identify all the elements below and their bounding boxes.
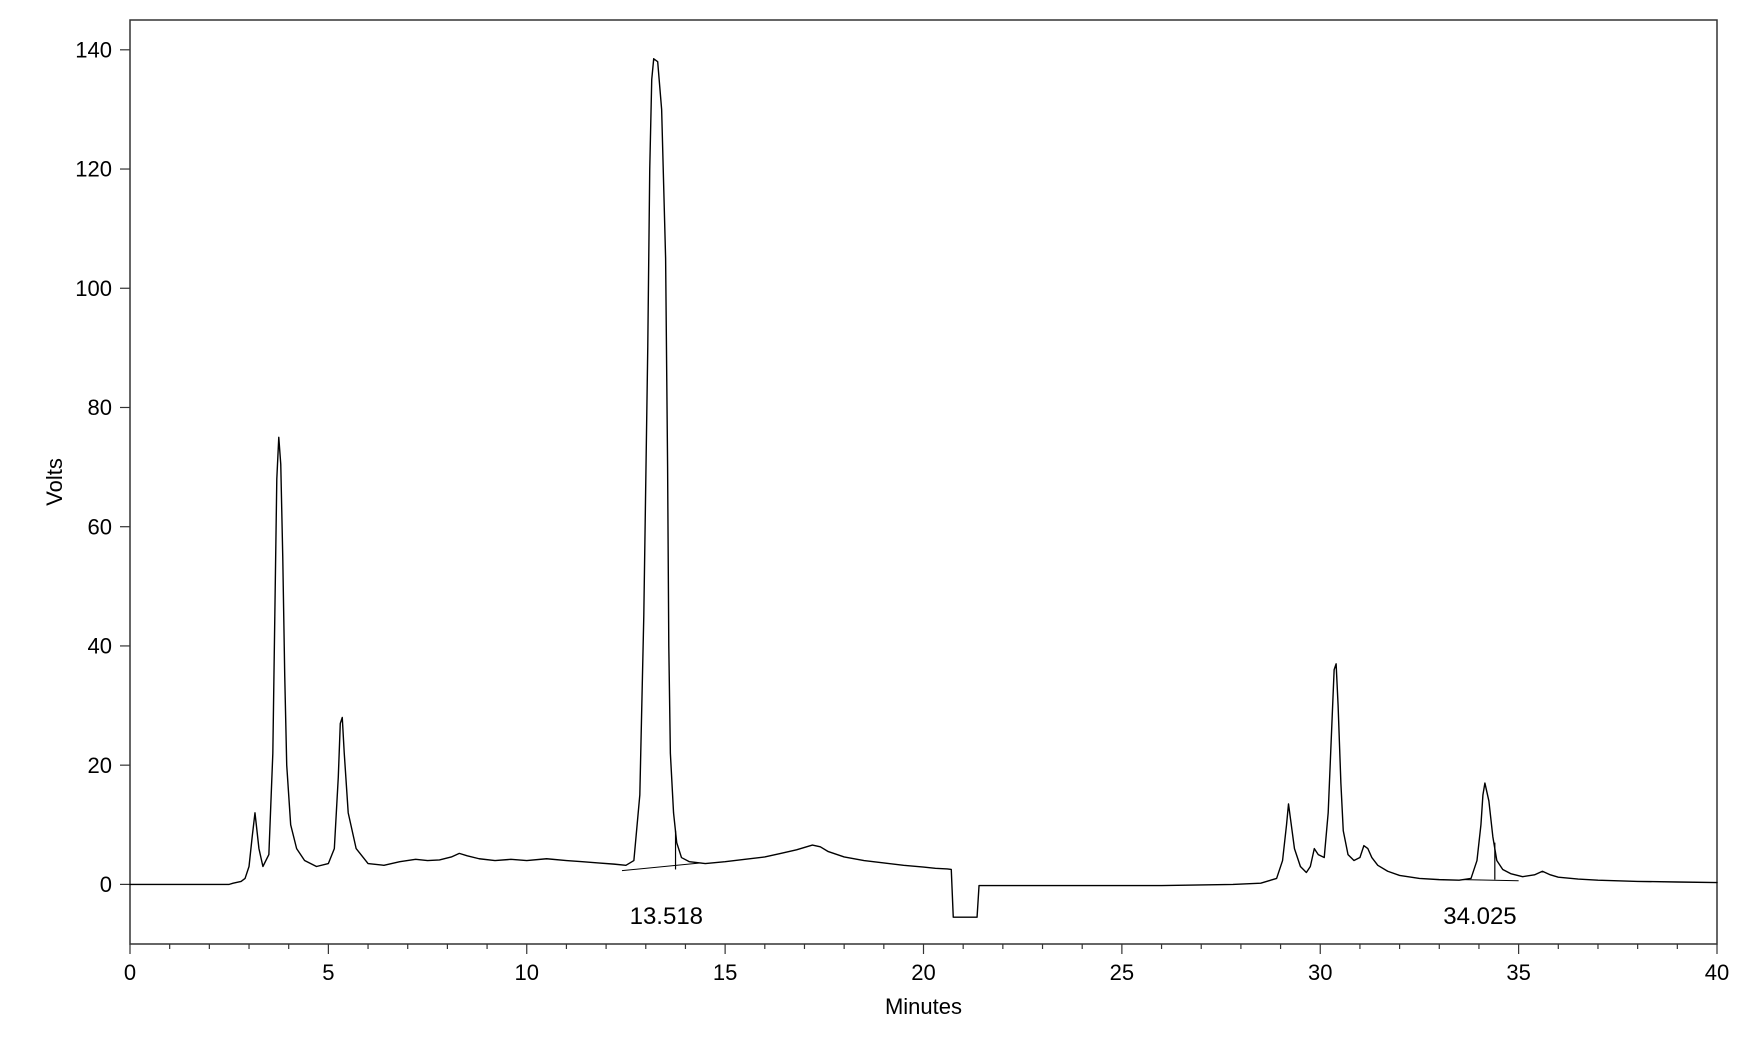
y-tick-label: 20 [88,753,112,778]
y-tick-label: 100 [75,276,112,301]
x-tick-label: 40 [1705,960,1729,985]
x-tick-label: 20 [911,960,935,985]
peak-annotation: 13.518 [630,903,703,930]
x-axis-label: Minutes [885,994,962,1019]
y-tick-label: 60 [88,514,112,539]
x-tick-label: 15 [713,960,737,985]
y-tick-label: 40 [88,634,112,659]
peak-annotation: 34.025 [1443,903,1516,930]
x-tick-label: 30 [1308,960,1332,985]
chromatogram-svg: 0 5 10 15 20 25 30 35 40 Minutes 0 20 40 60 80 100 120 14… [0,0,1757,1064]
y-tick-label: 0 [100,872,112,897]
x-tick-label: 0 [124,960,136,985]
y-tick-label: 80 [88,395,112,420]
x-tick-label: 5 [322,960,334,985]
y-tick-label: 120 [75,157,112,182]
x-tick-label: 35 [1506,960,1530,985]
y-axis-label: Volts [42,458,67,506]
x-tick-label: 25 [1110,960,1134,985]
x-tick-label: 10 [515,960,539,985]
y-tick-label: 140 [75,38,112,63]
chromatogram-chart: 0 5 10 15 20 25 30 35 40 Minutes 0 20 40 60 80 100 120 14… [0,0,1757,1064]
